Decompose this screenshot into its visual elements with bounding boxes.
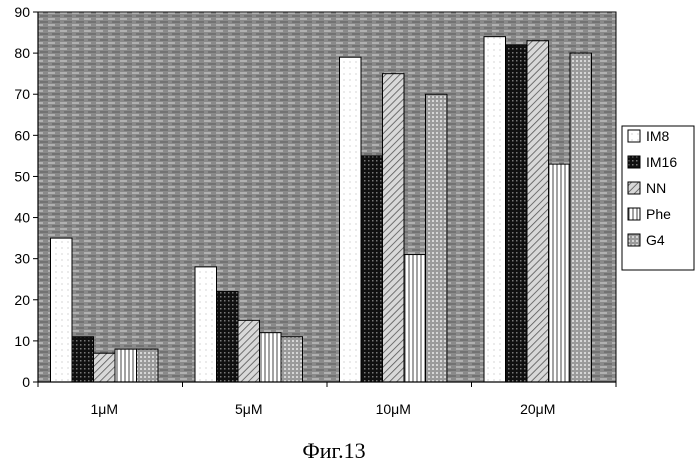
bar-phe-2 <box>404 255 426 382</box>
y-tick-label: 60 <box>14 127 30 143</box>
x-tick-label: 20μM <box>520 401 555 417</box>
x-tick-label: 1μM <box>90 401 118 417</box>
bar-g4-1 <box>281 337 303 382</box>
bar-im16-2 <box>361 156 383 382</box>
x-tick-label: 5μM <box>235 401 263 417</box>
y-tick-label: 70 <box>14 86 30 102</box>
bar-im8-1 <box>195 267 217 382</box>
x-axis-ticks: 1μM 5μM 10μM 20μM <box>38 382 616 417</box>
y-tick-label: 40 <box>14 210 30 226</box>
y-tick-label: 10 <box>14 333 30 349</box>
bar-phe-1 <box>260 333 282 382</box>
legend-label-g4: G4 <box>646 232 665 248</box>
y-tick-label: 50 <box>14 168 30 184</box>
legend-swatch-phe <box>628 208 640 220</box>
figure-caption: Фиг.13 <box>302 438 365 463</box>
bar-im16-0 <box>72 337 94 382</box>
bar-nn-3 <box>527 41 549 382</box>
legend-swatch-g4 <box>628 234 640 246</box>
legend-swatch-im16 <box>628 156 640 168</box>
bar-g4-2 <box>426 94 448 382</box>
legend-swatch-nn <box>628 182 640 194</box>
y-tick-label: 90 <box>14 4 30 20</box>
bar-g4-0 <box>137 349 159 382</box>
legend-label-im16: IM16 <box>646 154 677 170</box>
bar-g4-3 <box>570 53 592 382</box>
y-tick-label: 20 <box>14 292 30 308</box>
bar-nn-0 <box>94 353 116 382</box>
x-tick-label: 10μM <box>376 401 411 417</box>
bar-im16-1 <box>217 292 239 382</box>
bar-im8-3 <box>484 37 506 382</box>
legend-label-nn: NN <box>646 180 666 196</box>
y-tick-label: 30 <box>14 251 30 267</box>
bar-nn-2 <box>383 74 405 382</box>
legend: IM8 IM16 NN Phe G4 <box>622 126 694 270</box>
bar-phe-0 <box>115 349 137 382</box>
bar-im8-2 <box>340 57 362 382</box>
bar-im16-3 <box>506 45 528 382</box>
bar-nn-1 <box>238 320 260 382</box>
y-tick-label: 0 <box>22 374 30 390</box>
legend-label-phe: Phe <box>646 206 671 222</box>
bar-phe-3 <box>549 164 571 382</box>
legend-swatch-im8 <box>628 130 640 142</box>
y-tick-label: 80 <box>14 45 30 61</box>
legend-box <box>622 126 694 270</box>
y-axis-ticks: 0 10 20 30 40 50 60 70 80 90 <box>14 4 38 390</box>
legend-label-im8: IM8 <box>646 128 670 144</box>
bar-im8-0 <box>51 238 73 382</box>
